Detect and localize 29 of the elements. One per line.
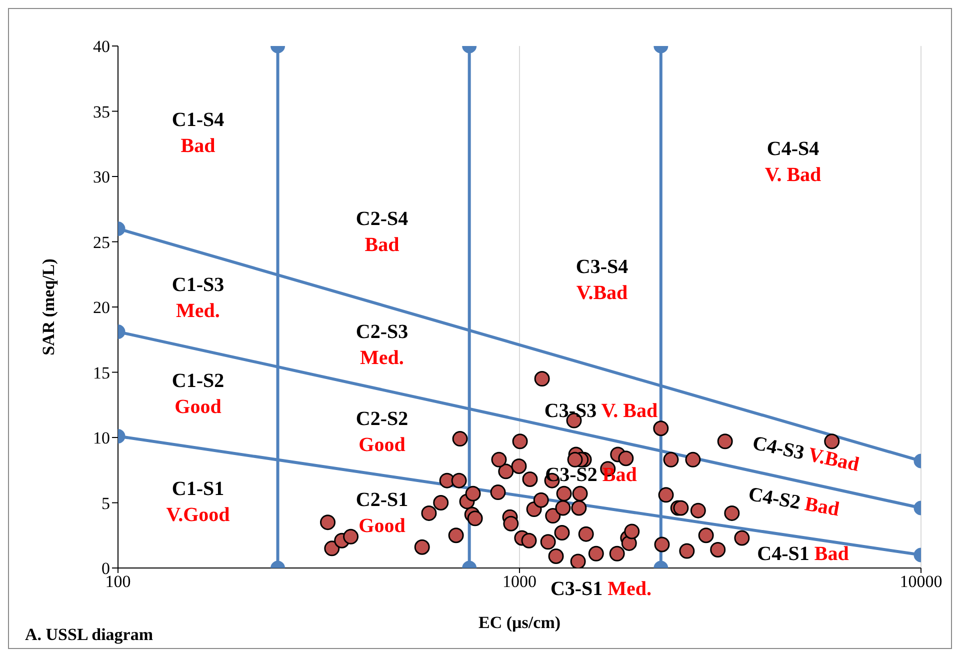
annotation: C3-S4 V.Bad [576,256,628,304]
x-tick-label: 10000 [900,572,942,592]
annotation: C1-S3 Med. [172,274,224,322]
annotation: C2-S2 Good [356,408,408,456]
annotation: C2-S1 Good [356,489,408,537]
y-axis-title: SAR (meq/L) [39,258,58,356]
y-tick-label: 10 [93,428,110,448]
annotation: C4-S1 Bad [757,543,849,565]
y-tick-label: 30 [93,168,110,187]
annotation: C1-S4 Bad [172,109,224,157]
x-tick-label: 1000 [502,572,536,592]
annotation: C2-S3 Med. [356,321,408,369]
annotation: C4-S3 V.Bad [750,432,861,476]
annotation: C3-S3 V. Bad [544,400,658,422]
x-axis-title: EC (µs/cm) [478,613,561,632]
y-tick-label: 40 [93,37,110,56]
y-tick-label: 35 [93,102,110,122]
y-tick-label: 25 [93,232,110,252]
y-tick-label: 5 [102,494,110,513]
annotation: C1-S1 V.Good [166,478,230,526]
y-tick-label: 20 [93,298,110,318]
annotation: C4-S2 Bad [746,483,841,521]
text: C3-S1 Med. [550,578,652,600]
annotation: C2-S4 Bad [356,208,408,256]
annotation: C4-S4 V. Bad [764,138,822,186]
y-tick-label: 15 [93,363,110,382]
annotation: C1-S2 Good [172,370,224,418]
annotation: C3-S2 Bad [545,464,637,486]
text: A. USSL diagram [25,625,153,644]
